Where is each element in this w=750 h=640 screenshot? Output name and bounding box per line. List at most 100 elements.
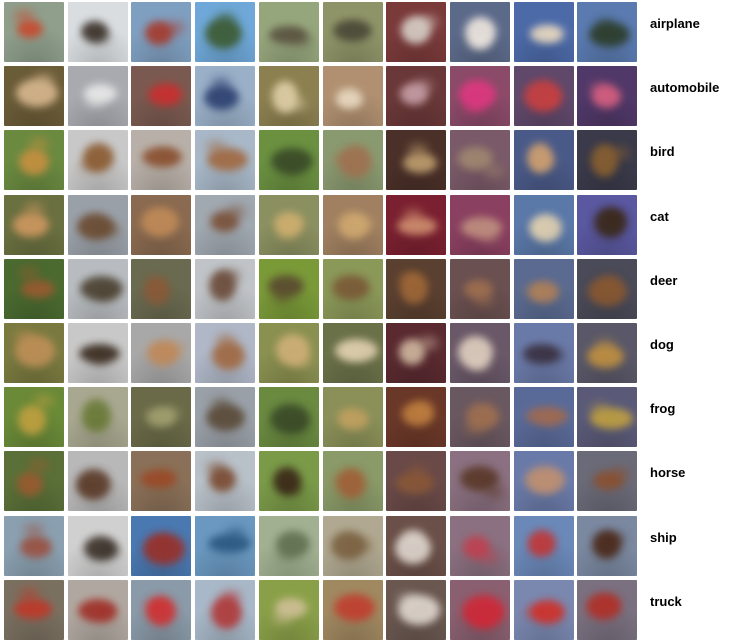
generated-sample-cat-6 xyxy=(322,194,383,255)
generated-sample-airplane-7 xyxy=(386,2,447,62)
generated-sample-dog-5 xyxy=(258,323,319,383)
texture-blob xyxy=(342,25,363,37)
generated-sample-bird-8 xyxy=(449,130,510,191)
generated-sample-cat-9 xyxy=(513,194,574,255)
generated-sample-ship-1 xyxy=(4,515,64,576)
object-blob xyxy=(586,344,624,368)
generated-sample-deer-9 xyxy=(513,258,574,319)
generated-sample-deer-4 xyxy=(195,258,256,319)
row-label-deer: deer xyxy=(650,272,678,288)
object-blob xyxy=(458,146,494,170)
texture-blob xyxy=(352,538,373,551)
generated-sample-automobile-7 xyxy=(386,66,447,127)
texture-blob xyxy=(403,529,424,542)
generated-sample-ship-3 xyxy=(131,515,192,576)
generated-sample-horse-7 xyxy=(386,451,447,512)
texture-blob xyxy=(94,608,115,621)
texture-blob xyxy=(79,480,100,493)
texture-blob xyxy=(600,596,621,609)
texture-blob xyxy=(34,74,54,87)
generated-sample-cat-10 xyxy=(577,194,638,255)
texture-blob xyxy=(534,156,555,169)
texture-blob xyxy=(221,590,242,603)
generated-sample-dog-10 xyxy=(577,323,638,383)
generated-sample-ship-5 xyxy=(258,515,319,576)
texture-blob xyxy=(468,37,489,49)
generated-sample-automobile-3 xyxy=(131,66,192,127)
texture-blob xyxy=(337,89,358,102)
generated-sample-ship-2 xyxy=(67,515,128,576)
texture-blob xyxy=(84,416,105,429)
texture-blob xyxy=(418,337,439,349)
texture-blob xyxy=(99,544,120,557)
generated-sample-automobile-6 xyxy=(322,66,383,127)
texture-blob xyxy=(418,16,439,28)
texture-blob xyxy=(483,165,504,178)
generated-sample-cat-8 xyxy=(449,194,510,255)
generated-sample-airplane-9 xyxy=(513,2,574,62)
texture-blob xyxy=(286,419,307,432)
generated-sample-frog-5 xyxy=(258,387,319,448)
texture-blob xyxy=(544,28,565,40)
object-blob xyxy=(403,153,438,174)
generated-sample-deer-8 xyxy=(449,258,510,319)
texture-blob xyxy=(216,13,237,25)
generated-sample-deer-6 xyxy=(322,258,383,319)
texture-blob xyxy=(544,349,565,361)
generated-sample-truck-9 xyxy=(513,579,574,640)
object-blob xyxy=(21,279,55,298)
generated-sample-cat-5 xyxy=(258,194,319,255)
generated-sample-frog-10 xyxy=(577,387,638,448)
generated-sample-ship-7 xyxy=(386,515,447,576)
row-label-frog: frog xyxy=(650,401,676,417)
generated-sample-bird-10 xyxy=(577,130,638,191)
texture-blob xyxy=(342,346,363,358)
generated-sample-ship-8 xyxy=(449,515,510,576)
generated-sample-truck-7 xyxy=(386,579,447,640)
generated-sample-horse-1 xyxy=(4,451,64,512)
texture-blob xyxy=(29,138,49,151)
generated-sample-dog-2 xyxy=(67,323,128,383)
texture-blob xyxy=(408,465,429,478)
generated-sample-cat-4 xyxy=(195,194,256,255)
generated-sample-horse-3 xyxy=(131,451,192,512)
texture-blob xyxy=(529,220,550,233)
generated-sample-horse-6 xyxy=(322,451,383,512)
object-blob xyxy=(13,212,49,237)
texture-blob xyxy=(473,293,494,306)
generated-sample-dog-7 xyxy=(386,323,447,383)
texture-blob xyxy=(463,101,484,114)
generated-sample-airplane-3 xyxy=(131,2,192,62)
object-blob xyxy=(397,216,438,235)
row-label-airplane: airplane xyxy=(650,16,700,31)
generated-sample-bird-6 xyxy=(322,130,383,191)
generated-sample-automobile-5 xyxy=(258,66,319,127)
generated-sample-cat-2 xyxy=(67,194,128,255)
texture-blob xyxy=(206,141,227,154)
generated-sample-deer-1 xyxy=(4,258,64,319)
texture-blob xyxy=(413,80,434,93)
texture-blob xyxy=(271,611,292,624)
texture-blob xyxy=(291,355,312,367)
texture-blob xyxy=(99,223,120,236)
generated-sample-frog-3 xyxy=(131,387,192,448)
generated-sample-bird-4 xyxy=(195,130,256,191)
texture-blob xyxy=(211,398,232,411)
object-blob xyxy=(207,534,251,554)
texture-blob xyxy=(206,462,227,475)
texture-blob xyxy=(610,147,631,160)
texture-blob xyxy=(524,284,545,297)
generated-sample-ship-6 xyxy=(322,515,383,576)
texture-blob xyxy=(610,468,631,481)
texture-blob xyxy=(145,599,166,612)
generated-sample-bird-9 xyxy=(513,130,574,191)
generated-sample-bird-7 xyxy=(386,130,447,191)
generated-sample-frog-6 xyxy=(322,387,383,448)
row-label-dog: dog xyxy=(650,337,674,352)
texture-blob xyxy=(155,150,176,163)
texture-blob xyxy=(34,395,54,408)
generated-sample-automobile-4 xyxy=(195,66,256,127)
texture-blob xyxy=(271,290,292,303)
texture-blob xyxy=(150,214,171,227)
texture-blob xyxy=(534,477,555,490)
